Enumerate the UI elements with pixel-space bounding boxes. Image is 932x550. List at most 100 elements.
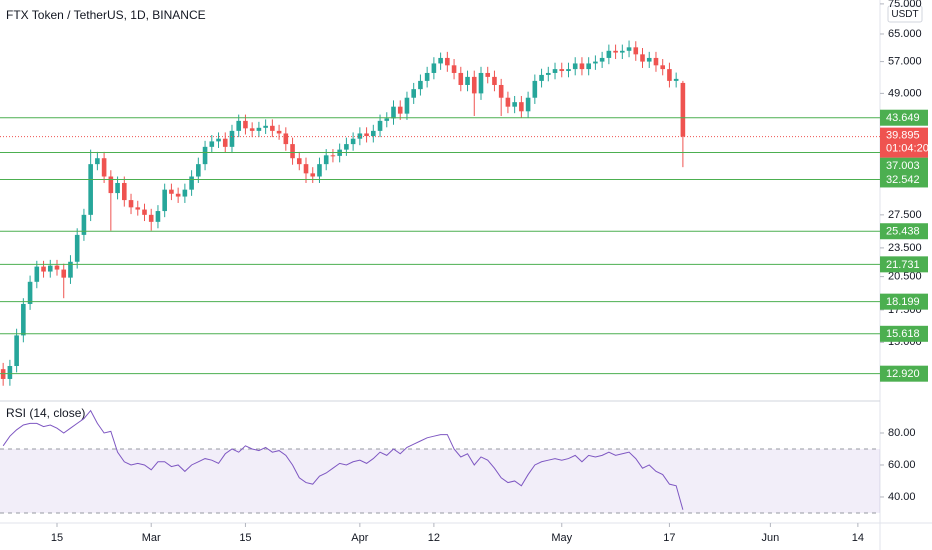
candle-body: [545, 72, 551, 75]
candle-body: [182, 189, 188, 197]
candle-body: [532, 80, 538, 98]
candle-body: [88, 164, 93, 215]
level-label-box: [880, 171, 928, 188]
y-tick-label: 80.00: [888, 427, 916, 439]
candle-body: [397, 106, 403, 114]
candle-body: [498, 84, 504, 98]
candle-body: [249, 128, 255, 131]
y-tick-label: 60.00: [888, 459, 916, 471]
candle-body: [21, 303, 26, 336]
candle-body: [330, 155, 336, 157]
candle-body: [128, 200, 134, 208]
x-tick-label: May: [551, 532, 572, 544]
candle-body: [74, 234, 80, 262]
candle-body: [101, 158, 107, 177]
candle-body: [559, 69, 565, 72]
level-label: 21.731: [886, 259, 920, 271]
rsi-line: [2, 409, 684, 510]
candle-body: [155, 211, 161, 222]
candle-body: [47, 265, 53, 272]
candle-body: [633, 47, 639, 55]
candle-body: [7, 366, 13, 379]
y-tick-label: 23.500: [888, 242, 922, 254]
candle-body: [122, 182, 127, 201]
candle-body: [404, 97, 410, 114]
level-label: 43.649: [886, 112, 920, 124]
candle-body: [599, 57, 605, 62]
candle-body: [418, 80, 423, 90]
candle-body: [613, 50, 618, 53]
x-tick-label: 12: [428, 532, 440, 544]
candle-body: [310, 173, 316, 177]
candle-body: [519, 102, 524, 112]
candle-body: [283, 133, 289, 145]
currency-badge: [887, 5, 923, 23]
last-price-box: [880, 127, 928, 158]
candle-body: [572, 63, 578, 70]
chart-title: FTX Token / TetherUS, 1D, BINANCE: [6, 8, 206, 22]
candle-body: [81, 214, 87, 235]
candle-body: [95, 158, 100, 165]
candle-body: [371, 130, 376, 137]
level-label-box: [880, 325, 928, 342]
y-tick-label: 57.000: [888, 55, 922, 67]
candle-body: [438, 57, 443, 64]
level-label: 25.438: [886, 226, 920, 238]
candle-body: [14, 335, 19, 367]
candle-body: [505, 97, 511, 107]
candle-body: [296, 158, 302, 165]
last-price-label: 39.895: [886, 130, 920, 142]
candle-body: [270, 125, 275, 131]
candle-body: [492, 76, 497, 85]
candle-body: [620, 50, 625, 53]
x-tick-label: Apr: [351, 532, 368, 544]
candle-body: [303, 164, 309, 174]
x-tick-label: 15: [51, 532, 63, 544]
candle-body: [593, 61, 598, 64]
candle-body: [189, 176, 194, 190]
candle-body: [586, 63, 591, 70]
candle-body: [142, 209, 147, 215]
candle-body: [552, 69, 558, 73]
level-label: 15.618: [886, 328, 920, 340]
candle-body: [525, 97, 531, 112]
candle-body: [276, 130, 282, 134]
candle-body: [646, 57, 652, 62]
candle-body: [115, 182, 120, 194]
candle-body: [451, 65, 457, 73]
x-tick-label: Mar: [142, 532, 161, 544]
candle-body: [424, 72, 430, 81]
y-tick-label: 65.000: [888, 28, 922, 40]
x-tick-label: 17: [663, 532, 675, 544]
candle-body: [222, 138, 228, 147]
x-tick-label: Jun: [762, 532, 780, 544]
candle-body: [229, 130, 235, 147]
candle-body: [209, 141, 215, 147]
candle-body: [196, 164, 201, 177]
x-tick-label: 14: [852, 532, 864, 544]
level-label-box: [880, 365, 928, 382]
level-label-box: [880, 157, 928, 174]
candle-body: [458, 72, 464, 85]
candle-body: [41, 266, 46, 272]
candle-body: [377, 120, 383, 131]
level-label: 37.003: [886, 160, 920, 172]
candle-body: [364, 133, 369, 137]
currency: USDT: [891, 9, 918, 20]
candle-body: [175, 193, 181, 197]
candle-body: [579, 63, 585, 70]
candle-body: [68, 261, 73, 278]
candle-body: [236, 120, 242, 131]
candle-body: [350, 138, 356, 145]
candle-body: [391, 106, 396, 119]
candle-body: [478, 72, 484, 94]
candle-body: [667, 69, 672, 81]
candle-body: [680, 82, 686, 137]
candle-body: [660, 65, 665, 70]
candle-body: [323, 155, 329, 165]
candle-body: [512, 102, 517, 107]
x-tick-label: 15: [239, 532, 251, 544]
candle-body: [465, 76, 470, 85]
candle-body: [384, 118, 390, 121]
